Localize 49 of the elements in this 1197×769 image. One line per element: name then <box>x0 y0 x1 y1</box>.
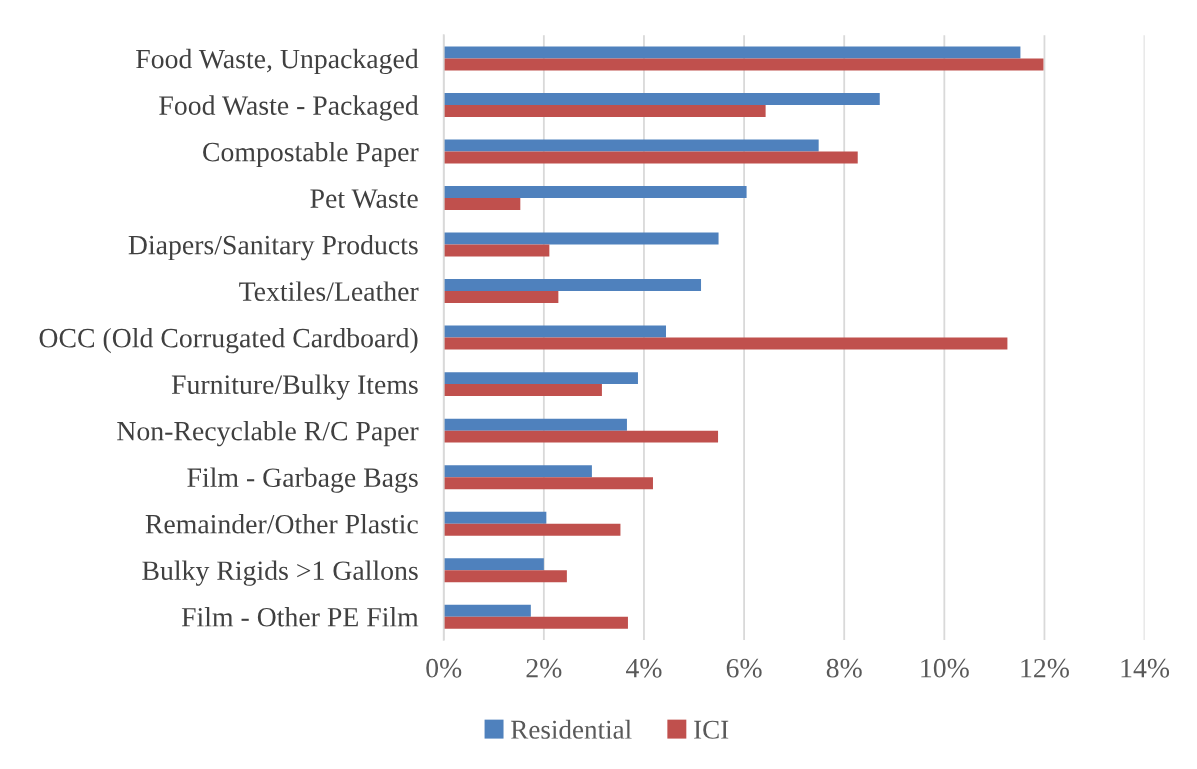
bar <box>443 384 602 397</box>
y-tick-label: Diapers/Sanitary Products <box>128 234 418 261</box>
y-tick-label: Food Waste, Unpackaged <box>136 48 419 75</box>
bar <box>443 93 880 105</box>
bar <box>443 616 628 629</box>
bar <box>443 337 1008 350</box>
bar <box>443 151 858 164</box>
y-tick-label: OCC (Old Corrugated Cardboard) <box>39 327 418 354</box>
bar <box>443 325 666 338</box>
y-tick-label: Non-Recyclable R/C Paper <box>117 420 419 447</box>
x-tick-label: 2% <box>526 658 562 678</box>
bar <box>443 279 702 292</box>
bar <box>443 46 1021 59</box>
y-tick-label: Furniture/Bulky Items <box>171 374 418 400</box>
y-tick-label: Remainder/Other Plastic <box>145 514 418 534</box>
x-tick-label: 14% <box>1121 658 1170 678</box>
bar <box>443 418 627 431</box>
y-tick-label: Compostable Paper <box>203 141 419 168</box>
bar <box>443 58 1044 71</box>
y-tick-label: Pet Waste <box>310 189 418 209</box>
x-tick-label: 10% <box>921 658 969 678</box>
x-tick-label: 12% <box>1021 658 1069 678</box>
x-tick-label: 0% <box>426 658 462 678</box>
y-tick-label: Textiles/Leather <box>239 281 419 301</box>
bar <box>443 232 719 245</box>
y-tick-label: Bulky Rigids >1 Gallons <box>142 560 418 586</box>
y-tick-label: Film - Garbage Bags <box>187 467 418 493</box>
legend-label: ICI <box>694 720 729 739</box>
bar <box>443 198 521 211</box>
x-tick-label: 6% <box>726 658 762 678</box>
bar <box>443 604 531 617</box>
bar <box>443 465 592 478</box>
bar <box>443 186 747 199</box>
bar <box>443 477 653 490</box>
y-tick-label: Food Waste - Packaged <box>159 95 419 121</box>
bar <box>443 430 719 443</box>
bar <box>443 291 559 304</box>
y-tick-label: Film - Other PE Film <box>181 607 419 627</box>
bar <box>443 105 766 117</box>
bar <box>443 523 621 536</box>
bar <box>443 558 544 571</box>
x-tick-label: 8% <box>826 658 862 678</box>
bar <box>443 372 638 385</box>
legend-label: Residential <box>511 719 632 739</box>
bar <box>443 570 567 583</box>
bar <box>443 511 547 524</box>
bar <box>443 244 550 257</box>
bar <box>443 139 819 152</box>
x-tick-label: 4% <box>626 658 662 678</box>
